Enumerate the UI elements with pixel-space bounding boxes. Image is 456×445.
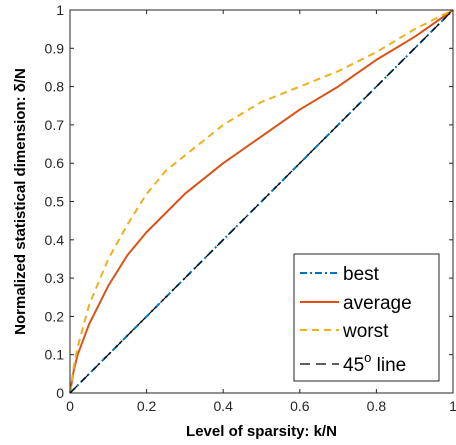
y-axis-label: Normalized statistical dimension: δ/N	[12, 68, 29, 335]
series-layer	[69, 9, 454, 394]
legend-label-2: worst	[342, 321, 389, 342]
x-tick-label: 0.8	[367, 398, 387, 414]
series-line-2	[69, 9, 454, 394]
y-tick-label: 0.1	[45, 347, 65, 363]
y-tick-label: 0.3	[45, 270, 65, 286]
y-tick-label: 0	[56, 385, 64, 401]
x-tick-label: 0.2	[137, 398, 157, 414]
y-tick-label: 0.7	[45, 117, 65, 133]
series-line-1	[69, 9, 454, 394]
y-tick-label: 0.9	[45, 40, 65, 56]
x-tick-label: 0.6	[290, 398, 310, 414]
y-tick-label: 0.6	[45, 155, 65, 171]
legend-label-3: 45o line	[343, 350, 406, 376]
x-tick-label: 1	[449, 398, 456, 414]
legend-label-0: best	[343, 264, 380, 285]
x-axis-label: Level of sparsity: k/N	[186, 423, 337, 440]
legend-box	[293, 253, 440, 382]
y-tick-label: 1	[56, 2, 64, 18]
y-tick-label: 0.8	[45, 79, 65, 95]
y-tick-label: 0.2	[45, 308, 65, 324]
x-tick-label: 0.4	[213, 398, 233, 414]
x-tick-label: 0	[66, 398, 74, 414]
ticks-layer: 0 0.2 0.4 0.6 0.8 1 0 0.1 0.2 0.3 0.4 0.5 0.6 0.7 0.8 0…	[45, 2, 456, 414]
y-tick-label: 0.4	[45, 232, 65, 248]
legend: best average worst 45o line	[293, 253, 440, 382]
series-line-3	[69, 9, 454, 394]
y-tick-label: 0.5	[45, 194, 65, 210]
legend-label-1: average	[343, 293, 412, 314]
